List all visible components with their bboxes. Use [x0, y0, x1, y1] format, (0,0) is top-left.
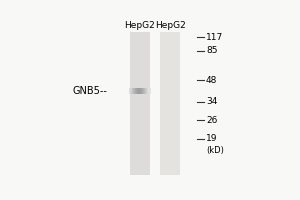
Text: 34: 34 [206, 97, 218, 106]
Text: HepG2: HepG2 [124, 21, 155, 30]
Text: 19: 19 [206, 134, 218, 143]
Text: 85: 85 [206, 46, 218, 55]
Bar [160, 32, 180, 175]
Text: 117: 117 [206, 33, 223, 42]
Text: HepG2: HepG2 [155, 21, 185, 30]
Text: 26: 26 [206, 116, 218, 125]
Bar [130, 32, 150, 175]
Text: (kD): (kD) [206, 146, 224, 155]
Text: GNB5--: GNB5-- [72, 86, 107, 96]
Text: 48: 48 [206, 76, 218, 85]
